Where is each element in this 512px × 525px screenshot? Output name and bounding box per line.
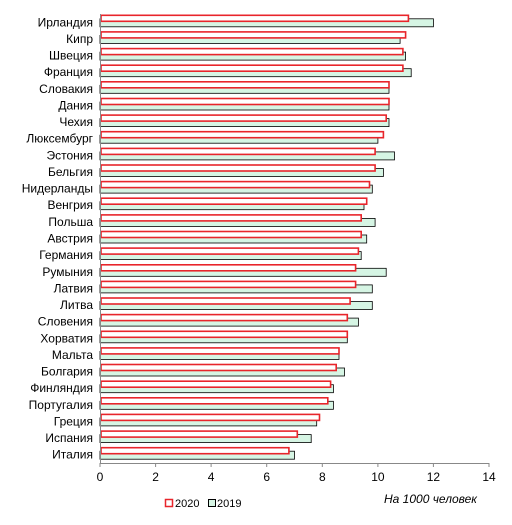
unit-label: На 1000 человек: [384, 492, 478, 506]
category-label: Италия: [52, 448, 93, 462]
bar-2020: [100, 347, 340, 355]
category-label: Латвия: [54, 281, 93, 295]
bar-2020: [100, 297, 351, 305]
bar-2020: [100, 313, 349, 322]
category-label: Румыния: [42, 265, 93, 279]
bar-2020: [100, 214, 363, 222]
bar-2020: [100, 380, 332, 389]
bar-2020: [100, 430, 299, 438]
x-tick-label: 0: [97, 470, 104, 484]
x-ticks: 0 2 4 6 8 10 12 14: [97, 463, 496, 484]
x-tick-label: 8: [319, 470, 326, 484]
bar-2020: [100, 446, 290, 455]
x-tick-label: 2: [152, 470, 159, 484]
category-label: Литва: [60, 298, 93, 312]
bar-2020: [100, 230, 363, 239]
category-label: Португалия: [29, 398, 93, 412]
bar-2020: [100, 164, 376, 172]
bar-2020: [100, 147, 376, 156]
bar-2020: [100, 47, 404, 56]
x-tick-label: 12: [427, 470, 441, 484]
category-label: Венгрия: [47, 198, 93, 212]
bar-2020: [100, 180, 371, 189]
category-label: Польша: [48, 215, 93, 229]
bars-group: [99, 14, 434, 460]
bar-2020: [100, 31, 407, 39]
bar-2020: [100, 413, 321, 422]
x-tick-label: 4: [208, 470, 215, 484]
x-tick-label: 6: [263, 470, 270, 484]
category-label: Бельгия: [48, 165, 93, 179]
category-label: Финляндия: [30, 381, 93, 395]
category-label: Ирландия: [38, 15, 93, 29]
bar-2020: [100, 263, 357, 272]
legend-label-2019: 2019: [217, 498, 241, 510]
legend-swatch-2020: [164, 498, 174, 508]
category-label: Мальта: [52, 348, 93, 362]
category-label: Словения: [38, 315, 93, 329]
category-label: Швеция: [49, 49, 93, 63]
bar-2020: [100, 396, 329, 405]
legend-label-2020: 2020: [175, 498, 199, 510]
bar-2020: [100, 81, 390, 89]
bar-2020: [100, 197, 368, 205]
category-label: Греция: [54, 414, 93, 428]
bar-2020: [100, 363, 337, 372]
bar-2020: [100, 247, 360, 255]
x-tick-label: 10: [371, 470, 385, 484]
x-tick-label: 14: [482, 470, 496, 484]
bar-2020: [100, 130, 385, 139]
category-label: Кипр: [66, 32, 93, 46]
bar-2020: [100, 280, 357, 289]
bar-2020: [100, 330, 349, 339]
category-label: Словакия: [39, 82, 93, 96]
bar-2020: [100, 114, 388, 122]
bar-2020: [100, 14, 410, 23]
legend: 2020 2019: [164, 498, 241, 510]
legend-swatch-2019: [208, 499, 216, 507]
bar-2020: [100, 64, 404, 72]
category-label: Чехия: [59, 115, 93, 129]
category-label: Нидерланды: [22, 182, 93, 196]
category-label: Болгария: [41, 365, 93, 379]
bar-2020: [100, 97, 390, 106]
category-label: Люксембург: [26, 132, 93, 146]
category-label: Германия: [39, 248, 93, 262]
category-label: Австрия: [47, 232, 93, 246]
category-label: Испания: [45, 431, 93, 445]
category-labels: Ирландия Кипр Швеция Франция Словакия Дания Че…: [22, 15, 94, 461]
category-label: Хорватия: [40, 331, 93, 345]
category-label: Франция: [44, 65, 93, 79]
category-label: Эстония: [47, 148, 94, 162]
category-label: Дания: [58, 99, 93, 113]
